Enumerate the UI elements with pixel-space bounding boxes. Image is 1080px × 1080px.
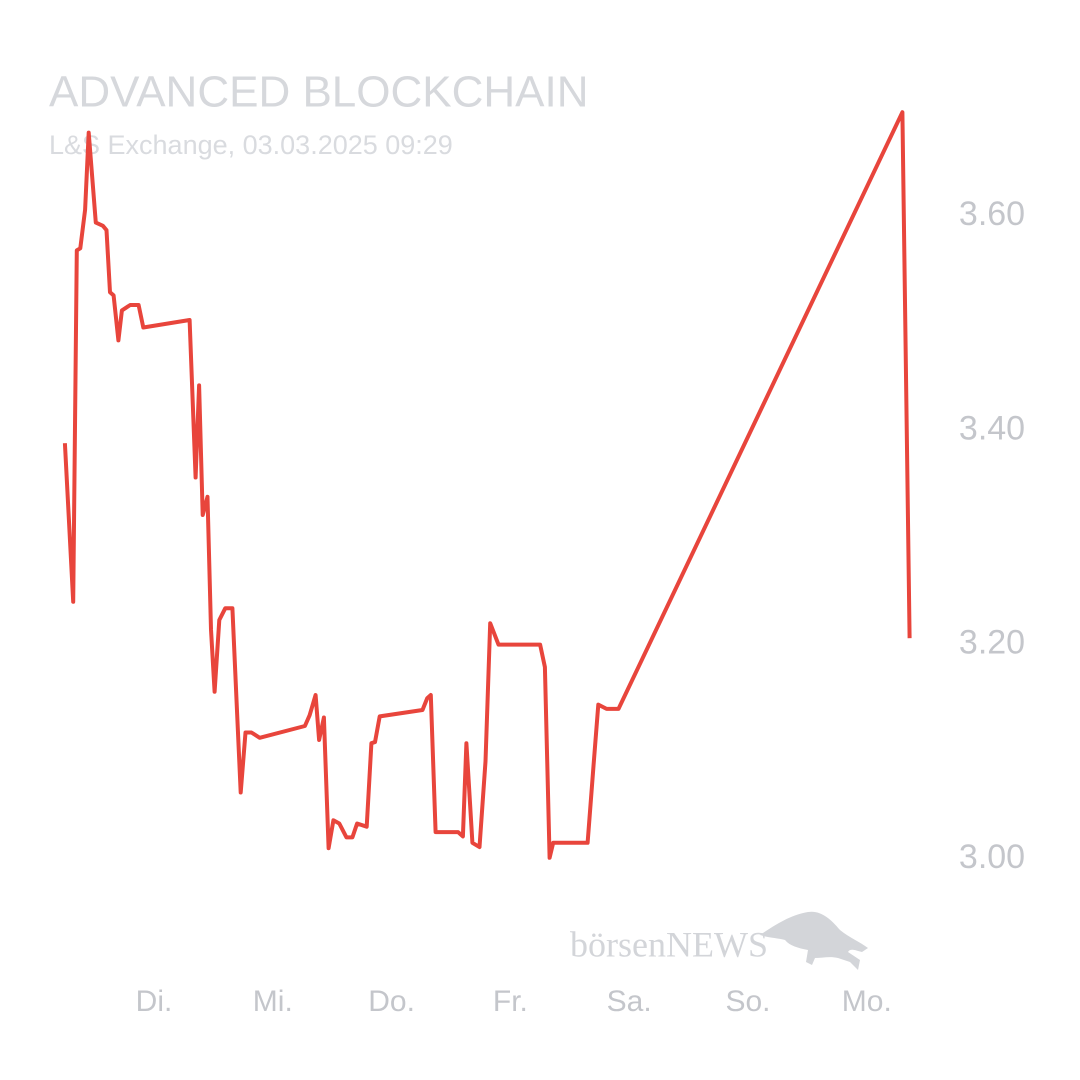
chart-subtitle: L&S Exchange, 03.03.2025 09:29 — [49, 130, 453, 160]
x-tick-label: Fr. — [493, 985, 528, 1018]
y-tick-label: 3.20 — [959, 624, 1025, 662]
chart-title: ADVANCED BLOCKCHAIN — [49, 68, 589, 117]
x-tick-label: Do. — [368, 985, 415, 1018]
watermark-bull — [760, 911, 868, 970]
y-tick-label: 3.60 — [959, 195, 1025, 233]
x-tick-label: Sa. — [607, 985, 652, 1018]
y-tick-label: 3.00 — [959, 838, 1025, 876]
x-tick-label: Mi. — [253, 985, 293, 1018]
x-tick-label: Di. — [136, 985, 173, 1018]
price-line — [62, 110, 912, 860]
y-tick-label: 3.40 — [959, 409, 1025, 447]
x-tick-label: Mo. — [842, 985, 892, 1018]
watermark: börsenNEWS — [570, 924, 768, 964]
x-tick-label: So. — [725, 985, 770, 1018]
